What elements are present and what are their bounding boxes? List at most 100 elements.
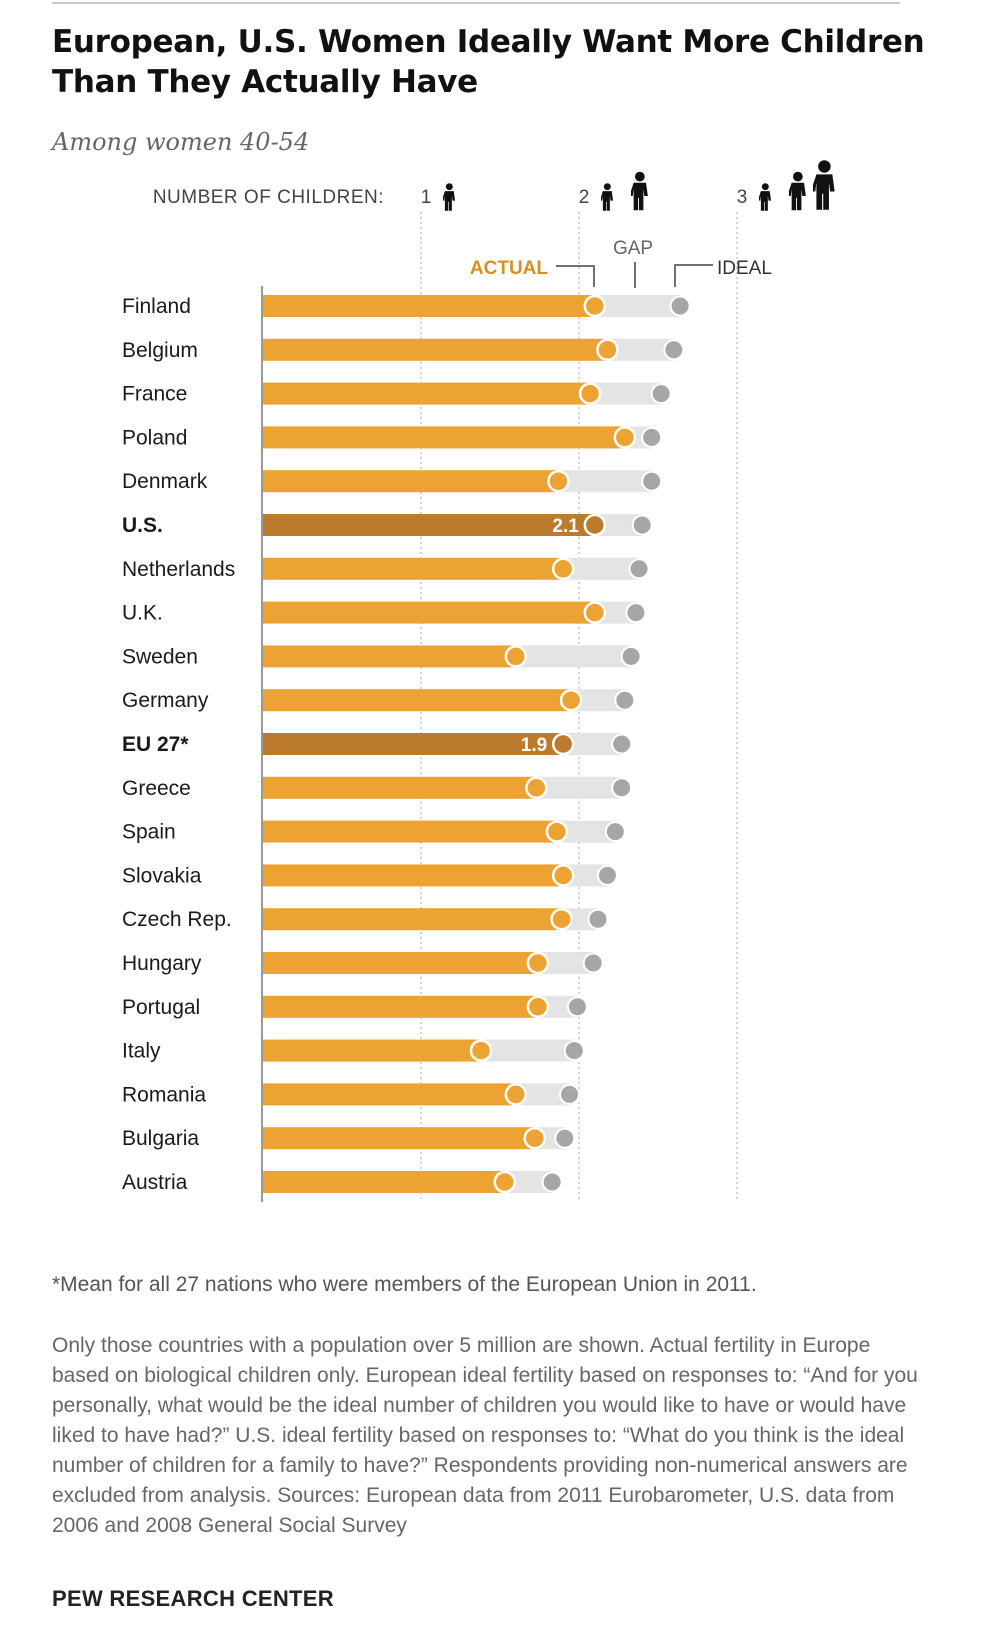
country-row: Germany <box>122 688 636 712</box>
ideal-dot <box>563 1040 585 1062</box>
country-row: Hungary <box>122 951 604 975</box>
actual-dot <box>523 1126 547 1150</box>
ideal-dot <box>663 339 685 361</box>
ideal-dot <box>604 821 626 843</box>
actual-bar <box>263 557 564 580</box>
country-row: Italy <box>122 1039 585 1063</box>
gap-bar <box>536 776 622 799</box>
actual-dot <box>551 732 575 756</box>
actual-bar <box>263 601 595 624</box>
gap-bar <box>594 514 643 536</box>
axis-caption: NUMBER OF CHILDREN: <box>153 187 384 208</box>
actual-dot <box>613 426 637 449</box>
actual-dot <box>526 951 550 975</box>
source-notes: Only those countries with a population o… <box>52 1334 918 1537</box>
footnote: *Mean for all 27 nations who were member… <box>52 1273 757 1296</box>
actual-bar <box>263 426 625 449</box>
ideal-dot <box>628 558 650 580</box>
country-row: U.S. 2.1 <box>122 513 653 537</box>
actual-bar <box>263 295 595 317</box>
gap-bar <box>558 470 652 493</box>
gap-bar <box>537 995 578 1018</box>
country-label: Finland <box>122 295 191 318</box>
gap-bar <box>504 1171 553 1193</box>
ideal-dot <box>631 514 653 536</box>
country-label: Poland <box>122 426 187 449</box>
country-label: Greece <box>122 777 191 800</box>
actual-bar <box>263 908 562 931</box>
tick-label: 1 <box>421 187 432 208</box>
country-label: France <box>122 383 187 406</box>
ideal-dot <box>669 295 691 317</box>
fertility-chart: NUMBER OF CHILDREN: 1 2 3 ACTUAL GAP IDEAL Fi… <box>122 160 835 1202</box>
gap-bar <box>481 1039 575 1062</box>
gap-bar <box>563 864 608 887</box>
ideal-dot <box>541 1171 563 1193</box>
tick-label: 2 <box>579 187 590 208</box>
ideal-dot <box>587 908 609 930</box>
top-rule <box>52 2 900 4</box>
ideal-dot <box>611 777 633 799</box>
child-icon <box>601 183 614 211</box>
ideal-dot <box>559 1083 581 1105</box>
country-row: Sweden <box>122 645 642 668</box>
country-label: U.S. <box>122 514 163 537</box>
actual-dot <box>583 294 607 318</box>
actual-bar <box>263 952 538 974</box>
ideal-dot <box>641 426 663 448</box>
legend-ideal: IDEAL <box>717 258 772 279</box>
actual-dot <box>504 645 528 668</box>
ideal-dot <box>641 470 663 492</box>
actual-bar <box>263 820 557 843</box>
legend-ideal-bracket <box>674 264 713 287</box>
country-row: Portugal <box>122 995 588 1019</box>
actual-bar <box>263 733 564 755</box>
child-icon <box>631 171 648 211</box>
legend-actual: ACTUAL <box>470 258 548 279</box>
country-label: Italy <box>122 1040 161 1063</box>
actual-dot <box>504 1083 528 1106</box>
actual-bar <box>263 1083 516 1106</box>
country-label: Hungary <box>122 952 202 975</box>
ideal-dot <box>625 602 647 624</box>
gap-bar <box>590 382 662 405</box>
legend-gap: GAP <box>613 238 653 259</box>
actual-dot <box>550 907 573 931</box>
ideal-dot <box>554 1127 576 1149</box>
gap-bar <box>537 952 594 974</box>
actual-bar <box>263 382 591 405</box>
country-row: Greece <box>122 776 633 800</box>
ideal-dot <box>596 864 618 886</box>
actual-bar <box>263 1039 482 1062</box>
gap-bar <box>607 338 674 361</box>
country-label: Slovakia <box>122 864 202 887</box>
value-label: 1.9 <box>521 735 547 756</box>
actual-dot <box>469 1039 493 1062</box>
ideal-dot <box>650 383 672 405</box>
country-label: Sweden <box>122 645 198 668</box>
gap-bar <box>563 557 640 580</box>
actual-bar <box>263 689 572 712</box>
country-label: Spain <box>122 821 176 844</box>
country-row: Finland <box>122 294 691 318</box>
country-row: Romania <box>122 1083 581 1106</box>
actual-bar <box>263 470 559 493</box>
country-row: Czech Rep. <box>122 907 609 931</box>
actual-dot <box>493 1170 516 1194</box>
country-row: Slovakia <box>122 864 618 887</box>
country-label: Bulgaria <box>122 1127 199 1150</box>
child-icon <box>813 160 835 210</box>
country-row: EU 27* 1.9 <box>122 732 633 756</box>
country-label: U.K. <box>122 602 163 625</box>
country-label: Romania <box>122 1083 206 1106</box>
child-icon <box>443 183 456 211</box>
chart-title: European, U.S. Women Ideally Want More C… <box>52 24 925 100</box>
actual-dot <box>583 513 607 537</box>
actual-dot <box>525 776 548 800</box>
country-label: Denmark <box>122 470 208 493</box>
actual-bar <box>263 1171 505 1193</box>
gap-bar <box>556 820 616 843</box>
ideal-dot <box>611 733 633 755</box>
chart-subtitle: Among women 40-54 <box>52 128 310 156</box>
actual-dot <box>559 688 583 712</box>
